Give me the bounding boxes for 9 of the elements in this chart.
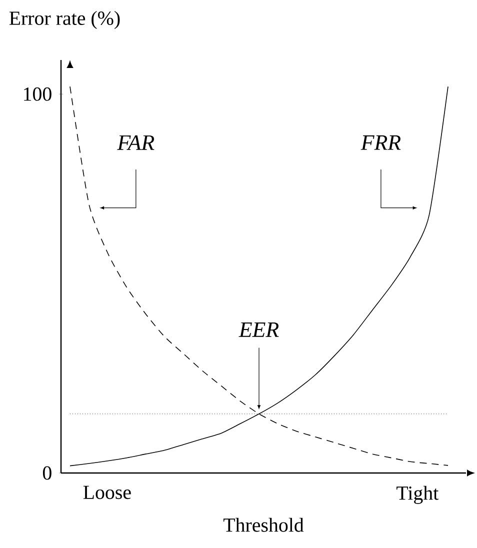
series-label: FAR xyxy=(117,135,154,150)
x-axis-title: Threshold xyxy=(223,518,304,532)
annotation: EER xyxy=(238,322,279,337)
text: Tight xyxy=(396,486,439,504)
series-label: FRR xyxy=(360,135,401,150)
y-tick-label: 100 xyxy=(24,87,52,101)
text: Loose xyxy=(83,486,131,500)
y-axis-title: Error rate (%) xyxy=(9,10,120,30)
y-tick-label: 0 xyxy=(42,466,52,480)
